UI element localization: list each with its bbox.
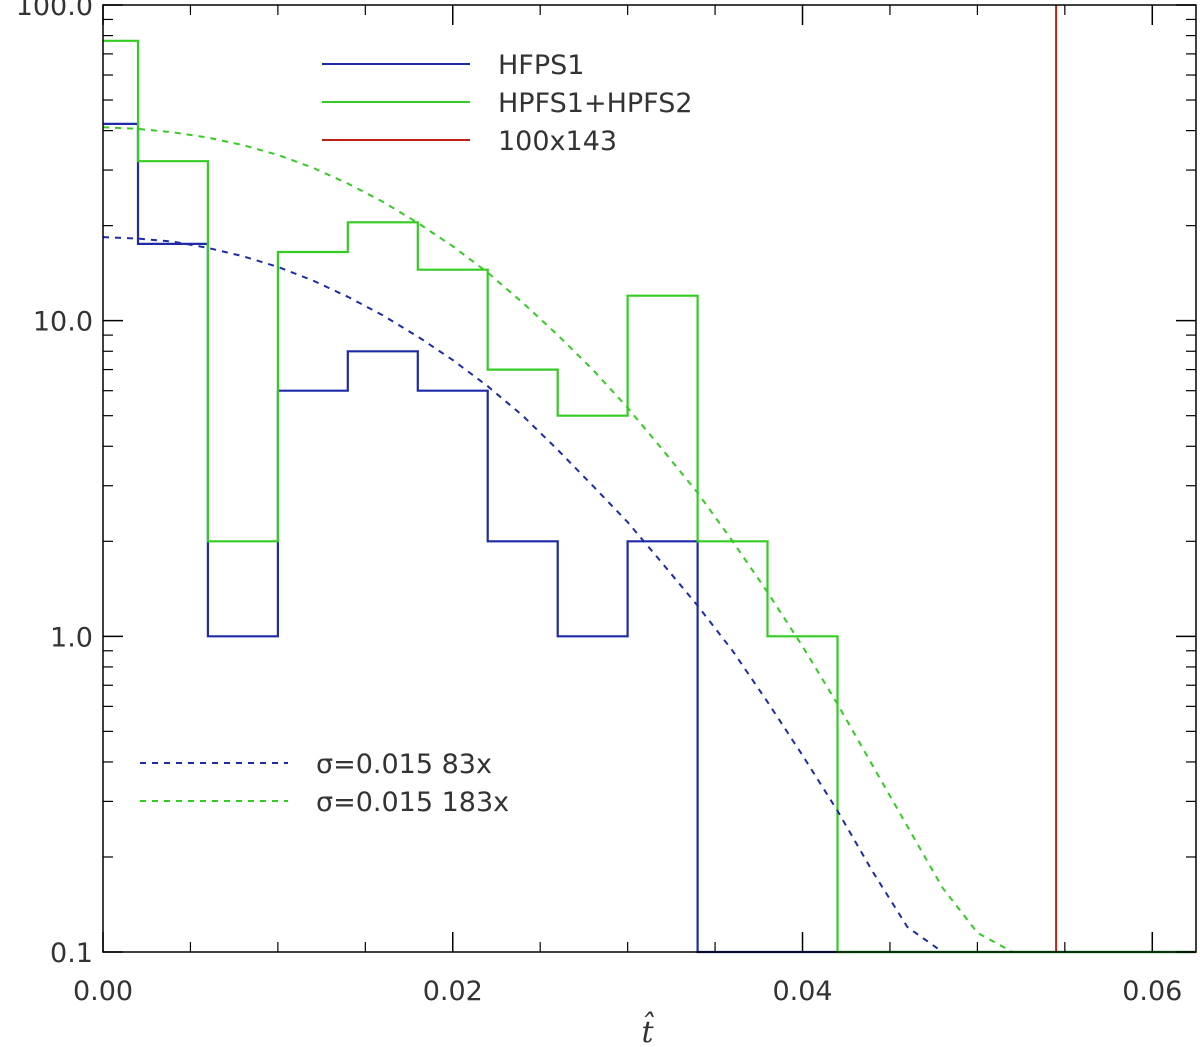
x-tick-label: 0.00 — [73, 976, 133, 1007]
x-tick-label: 0.02 — [423, 976, 483, 1007]
x-tick-label: 0.06 — [1122, 976, 1182, 1007]
y-tick-label: 1.0 — [50, 622, 93, 653]
series-fit-curve-4 — [102, 126, 1013, 953]
legend-top: HFPS1 HPFS1+HPFS2 100x143 — [322, 50, 693, 157]
series-histogram-0 — [103, 122, 1196, 954]
y-tick-label: 0.1 — [50, 938, 93, 969]
series-histogram-1 — [103, 39, 1196, 954]
legend-label: HPFS1+HPFS2 — [498, 88, 693, 119]
legend-label: σ=0.015 83x — [316, 749, 492, 780]
y-tick-label: 10.0 — [33, 307, 93, 338]
series-layer — [102, 5, 1196, 954]
x-tick-label: 0.04 — [772, 976, 832, 1007]
x-axis-title: t̂ — [641, 1011, 654, 1047]
legend-bottom: σ=0.015 83x σ=0.015 183x — [140, 749, 509, 818]
legend-label: 100x143 — [498, 126, 617, 157]
legend-label: σ=0.015 183x — [316, 787, 509, 818]
y-tick-label: 100.0 — [16, 0, 93, 22]
ticks-layer: 0.00 0.02 0.04 0.06 0.1 1.0 10.0 100.0 — [16, 0, 1196, 1007]
legend-label: HFPS1 — [498, 50, 584, 81]
series-fit-curve-3 — [102, 236, 943, 953]
plot-frame — [102, 4, 1197, 953]
